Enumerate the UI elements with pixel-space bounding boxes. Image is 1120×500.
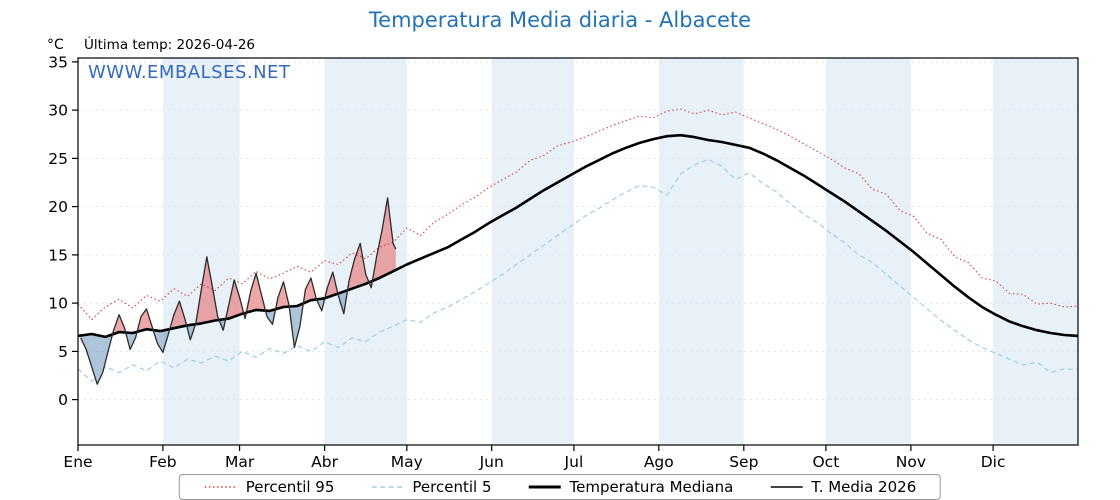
month-band bbox=[825, 58, 911, 445]
y-tick-label: 5 bbox=[58, 343, 68, 361]
fill-above-median bbox=[137, 308, 154, 332]
x-tick-label: Ene bbox=[63, 453, 92, 471]
y-tick-label: 35 bbox=[48, 53, 68, 71]
y-tick-label: 15 bbox=[48, 246, 68, 264]
legend-label: Percentil 95 bbox=[245, 478, 335, 496]
page-title: Temperatura Media diaria - Albacete bbox=[368, 8, 752, 32]
fill-below-median bbox=[153, 329, 170, 353]
legend-label: Percentil 5 bbox=[412, 478, 492, 496]
legend-item-median: Temperatura Mediana bbox=[527, 478, 733, 496]
fill-below-median bbox=[289, 303, 304, 348]
x-tick-label: Jun bbox=[479, 453, 504, 471]
x-tick-label: Ago bbox=[644, 453, 674, 471]
x-tick-label: Feb bbox=[149, 453, 176, 471]
fill-below-median bbox=[219, 319, 226, 331]
series-line-p5 bbox=[77, 158, 1079, 382]
fill-below-median bbox=[316, 297, 325, 311]
legend-label: T. Media 2026 bbox=[811, 478, 917, 496]
x-tick-label: May bbox=[391, 453, 423, 471]
month-band bbox=[162, 58, 240, 445]
fill-below-median bbox=[337, 290, 348, 314]
fill-above-median bbox=[225, 280, 244, 319]
x-tick-label: Oct bbox=[812, 453, 839, 471]
fill-below-median bbox=[125, 331, 138, 350]
series-line-median bbox=[77, 133, 1079, 339]
fill-below-median bbox=[80, 334, 113, 385]
month-band bbox=[491, 58, 574, 445]
series-line-p95 bbox=[77, 108, 1079, 321]
legend-line-sample bbox=[371, 486, 404, 488]
x-tick-label: Sep bbox=[729, 453, 758, 471]
x-tick-label: Dic bbox=[981, 453, 1006, 471]
legend-label: Temperatura Mediana bbox=[569, 478, 734, 496]
legend-item-t2026: T. Media 2026 bbox=[769, 478, 916, 496]
y-axis-unit-label: °C bbox=[47, 37, 64, 53]
legend-item-p5: Percentil 5 bbox=[370, 478, 491, 496]
month-band bbox=[658, 58, 744, 445]
month-band bbox=[993, 58, 1078, 445]
fill-above-median bbox=[195, 256, 220, 325]
x-tick-label: Nov bbox=[896, 453, 926, 471]
y-tick-label: 30 bbox=[48, 102, 68, 120]
fill-above-median bbox=[169, 301, 187, 330]
legend-line-sample bbox=[770, 486, 803, 488]
plot-border bbox=[77, 57, 1079, 446]
chart-legend: Percentil 95 Percentil 5 Temperatura Media… bbox=[178, 474, 942, 500]
y-tick-label: 20 bbox=[48, 198, 68, 216]
y-tick-label: 10 bbox=[48, 295, 68, 313]
legend-line-sample bbox=[528, 485, 561, 489]
fill-above-median bbox=[324, 272, 338, 298]
fill-below-median bbox=[186, 324, 196, 340]
x-tick-label: Jul bbox=[564, 453, 584, 471]
y-tick-label: 0 bbox=[58, 391, 68, 409]
fill-above-median bbox=[246, 273, 266, 313]
y-tick-label: 25 bbox=[48, 150, 68, 168]
last-temp-annotation: Última temp: 2026-04-26 bbox=[84, 37, 256, 53]
legend-line-sample bbox=[204, 486, 237, 488]
fill-above-median bbox=[347, 243, 369, 291]
fill-above-median bbox=[275, 281, 290, 310]
x-tick-label: Abr bbox=[311, 453, 338, 471]
legend-item-p95: Percentil 95 bbox=[204, 478, 335, 496]
fill-above-median bbox=[112, 314, 126, 335]
watermark-text: WWW.EMBALSES.NET bbox=[88, 62, 291, 83]
fill-above-median bbox=[303, 278, 317, 304]
x-tick-label: Mar bbox=[225, 453, 255, 471]
series-line-t2026 bbox=[80, 197, 397, 385]
